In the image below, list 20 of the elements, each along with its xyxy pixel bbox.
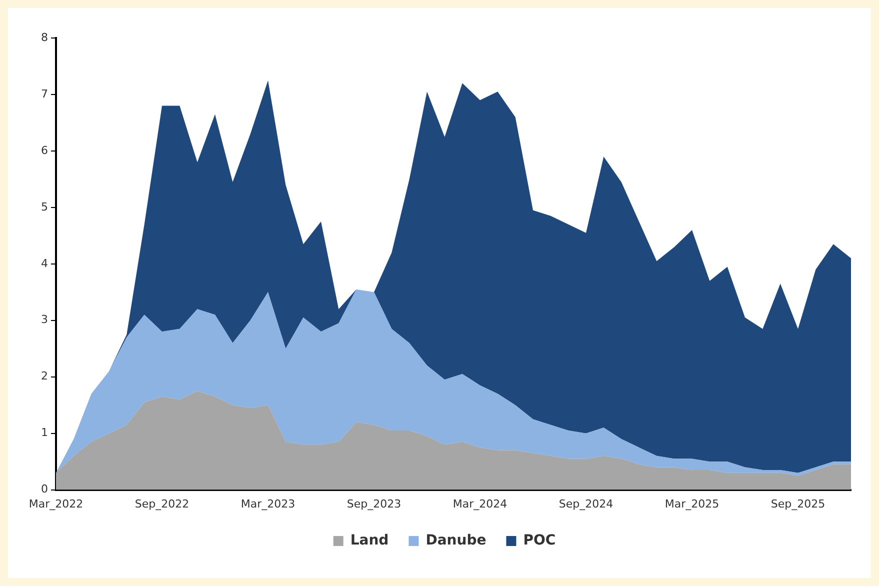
legend-label: POC bbox=[523, 532, 556, 549]
x-tick-label: Sep_2022 bbox=[134, 497, 190, 510]
x-tick-label: Mar_2023 bbox=[240, 497, 296, 510]
legend-label: Land bbox=[350, 532, 389, 549]
x-tick-label: Sep_2023 bbox=[346, 497, 402, 510]
y-tick-label: 8 bbox=[41, 30, 48, 44]
y-tick-label: 3 bbox=[41, 313, 48, 326]
x-tick-label: Sep_2024 bbox=[558, 497, 614, 510]
y-tick-label: 4 bbox=[41, 256, 48, 270]
y-tick-label: 0 bbox=[41, 482, 48, 496]
x-tick-label: Mar_2024 bbox=[452, 497, 508, 510]
y-tick-label: 2 bbox=[41, 370, 48, 383]
y-tick-label: 5 bbox=[41, 200, 48, 214]
x-tick-label: Sep_2025 bbox=[770, 497, 826, 510]
y-tick-label: 1 bbox=[41, 426, 48, 440]
x-tick-label: Mar_2025 bbox=[664, 497, 720, 510]
y-tick-label: 7 bbox=[41, 87, 48, 100]
y-tick-label: 6 bbox=[41, 144, 48, 157]
x-tick-label: Mar_2022 bbox=[28, 497, 84, 510]
legend-label: Danube bbox=[426, 532, 486, 549]
